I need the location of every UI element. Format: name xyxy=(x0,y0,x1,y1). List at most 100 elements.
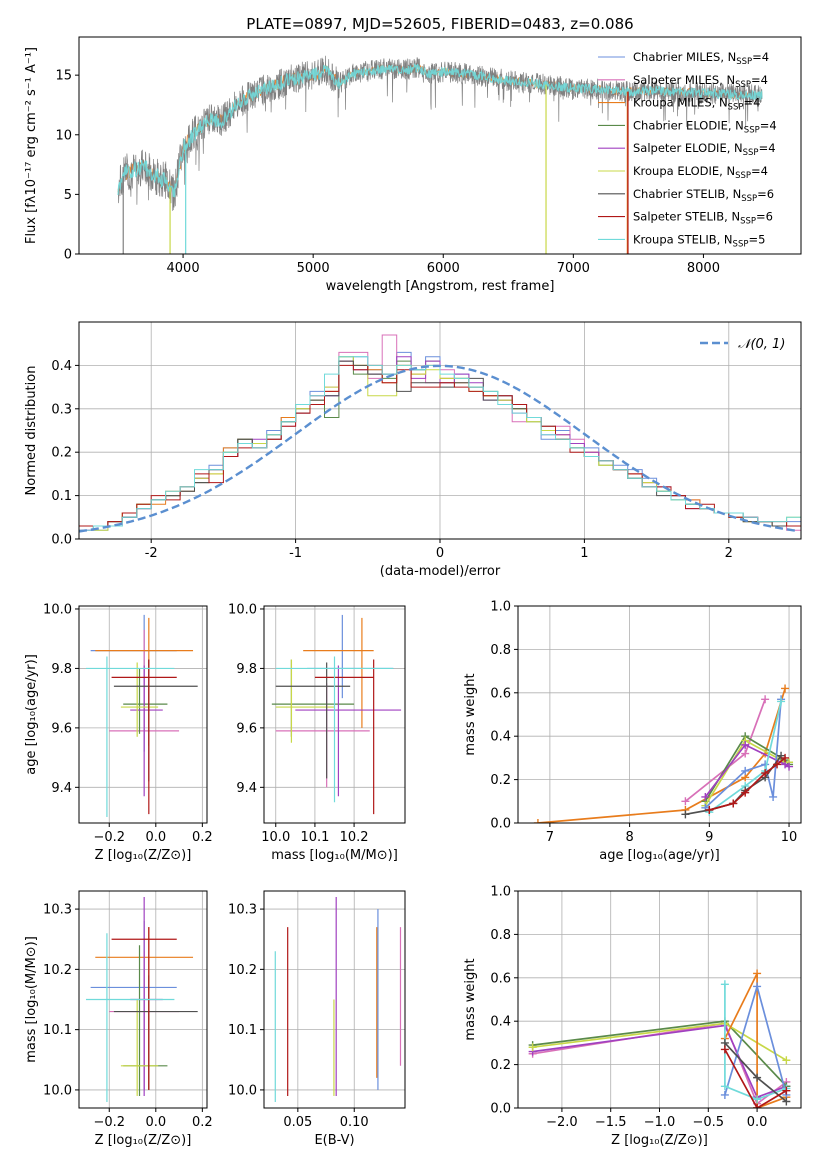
y-axis-label: mass [log₁₀(M/M⊙)] xyxy=(24,936,39,1063)
y-tick-label: 10.2 xyxy=(228,963,257,978)
legend-entry: Salpeter STELIB, NSSP=6 xyxy=(633,210,773,227)
weight-marker-ss xyxy=(753,1104,762,1108)
x-axis-label: mass [log₁₀(M/M⊙)] xyxy=(271,848,398,863)
x-tick-label: 5000 xyxy=(297,261,330,276)
x-tick-label: −2.0 xyxy=(546,1115,578,1130)
weight-marker-ks xyxy=(753,1095,762,1104)
x-tick-label: −1.0 xyxy=(644,1115,676,1130)
x-tick-label: 2 xyxy=(725,546,733,561)
weight-marker-ke xyxy=(782,1056,791,1065)
mass_vs_Z-marks xyxy=(85,897,198,1102)
y-tick-label: 0.8 xyxy=(490,928,511,943)
weight-marker-cm xyxy=(753,982,762,991)
weight-marker-se xyxy=(785,762,794,771)
legend-entry: Kroupa MILES, NSSP=4 xyxy=(633,96,760,113)
x-tick-label: 10.2 xyxy=(340,830,369,845)
axes-frame xyxy=(78,890,208,1109)
y-tick-label: 0.2 xyxy=(490,773,511,788)
y-tick-label: 9.6 xyxy=(236,721,257,736)
y-tick-label: 0.2 xyxy=(490,1058,511,1073)
legend-entry: Chabrier STELIB, NSSP=6 xyxy=(633,187,774,204)
legend-entry: Chabrier ELODIE, NSSP=4 xyxy=(633,118,777,135)
weight-marker-ke xyxy=(528,1043,537,1052)
x-tick-label: 7000 xyxy=(557,261,590,276)
y-tick-label: 10.2 xyxy=(43,963,72,978)
axes-frame xyxy=(263,605,406,824)
y-tick-label: 0.1 xyxy=(51,489,72,504)
axes-frame xyxy=(517,605,802,824)
y-tick-label: 0.3 xyxy=(51,402,72,417)
x-tick-label: 0.0 xyxy=(145,1115,166,1130)
y-tick-label: 0.4 xyxy=(490,730,511,745)
legend-entry: Salpeter ELODIE, NSSP=4 xyxy=(633,141,776,158)
age_vs_Z-panel: −0.2 0.0 0.2 9.4 9.6 9.8 10.0 Z [log₁₀(Z/Z⊙)] ag… xyxy=(24,602,213,863)
legend-entry: Kroupa STELIB, NSSP=5 xyxy=(633,232,765,249)
weight-marker-km xyxy=(781,684,790,693)
weight-line-cm xyxy=(724,983,788,1096)
x-tick-label: 6000 xyxy=(427,261,460,276)
weight-marker-ss xyxy=(729,799,738,808)
weight_vs_Z-marks xyxy=(528,969,791,1108)
x-axis-label: E(B-V) xyxy=(314,1133,354,1148)
weight-marker-ks xyxy=(720,1082,729,1091)
weight-line-ks xyxy=(724,984,787,1101)
y-tick-label: 10.0 xyxy=(228,1083,257,1098)
y-axis-label: mass weight xyxy=(463,673,478,755)
y-tick-label: 0.0 xyxy=(490,1102,511,1117)
y-tick-label: 0.6 xyxy=(490,686,511,701)
weight-line-ss xyxy=(709,757,786,811)
x-tick-label: 1 xyxy=(580,546,588,561)
weight-marker-sm xyxy=(681,797,690,806)
y-tick-label: 0.6 xyxy=(490,971,511,986)
axes-frame xyxy=(263,890,406,1109)
weight-marker-km xyxy=(753,969,762,978)
y-tick-label: 10.3 xyxy=(228,903,257,918)
x-tick-label: 10.0 xyxy=(261,830,290,845)
age_vs_mass-panel: 10.0 10.1 10.2 9.4 9.6 9.8 10.0 mass [log₁₀(M/M… xyxy=(228,602,406,863)
weight-line-ss xyxy=(724,1048,787,1108)
x-tick-label: 0.0 xyxy=(145,830,166,845)
y-tick-label: 10.3 xyxy=(43,903,72,918)
legend-entry: 𝒩(0, 1) xyxy=(738,337,785,352)
weight_vs_Z-panel: −2.0 −1.5 −1.0 −0.5 0.0 0.0 0.2 0.4 0.6 0.8 1.0 Z [… xyxy=(463,885,802,1148)
legend-entry: Kroupa ELODIE, NSSP=4 xyxy=(633,164,768,181)
y-tick-label: 15 xyxy=(55,69,72,84)
weight-marker-ss xyxy=(761,769,770,778)
weight-marker-ss xyxy=(720,1045,729,1054)
weight-marker-ss xyxy=(741,788,750,797)
x-tick-label: 8000 xyxy=(687,261,720,276)
model-spectrum-kroupa-stelib xyxy=(117,62,763,198)
weight-marker-km xyxy=(533,819,542,823)
y-tick-label: 0.8 xyxy=(490,643,511,658)
weight-marker-ks xyxy=(777,697,786,706)
weight-marker-cm xyxy=(720,1090,729,1099)
x-tick-label: 9 xyxy=(705,830,713,845)
x-tick-label: 0.2 xyxy=(192,1115,213,1130)
residuals-legend: 𝒩(0, 1) xyxy=(700,337,785,352)
weight_vs_age-marks xyxy=(533,684,794,823)
x-tick-label: -1 xyxy=(289,546,302,561)
y-tick-label: 10.1 xyxy=(228,1023,257,1038)
weight-line-km xyxy=(537,688,786,823)
mass_vs_ebv-marks xyxy=(274,897,402,1102)
spectrum-legend: Chabrier MILES, NSSP=4 Salpeter MILES, NS… xyxy=(598,50,777,249)
x-axis-label: wavelength [Angstrom, rest frame] xyxy=(326,279,555,294)
y-tick-label: 0.0 xyxy=(51,533,72,548)
y-tick-label: 9.4 xyxy=(236,781,257,796)
weight-line-se xyxy=(704,743,790,798)
x-axis-label: age [log₁₀(age/yr)] xyxy=(599,848,720,863)
x-axis-label: Z [log₁₀(Z/Z⊙)] xyxy=(95,1133,192,1148)
weight-marker-ss xyxy=(782,1086,791,1095)
y-tick-label: 1.0 xyxy=(490,885,511,900)
y-tick-label: 0.2 xyxy=(51,446,72,461)
y-axis-label: age [log₁₀(age/yr)] xyxy=(24,654,39,775)
y-tick-label: 0 xyxy=(64,248,72,263)
x-tick-label: −0.5 xyxy=(693,1115,725,1130)
weight-marker-ks xyxy=(720,980,729,989)
y-tick-label: 9.8 xyxy=(51,662,72,677)
y-tick-label: 10.1 xyxy=(43,1023,72,1038)
weight-marker-cs xyxy=(681,810,690,819)
weight-marker-ss xyxy=(781,753,790,762)
residuals-marks xyxy=(79,334,801,539)
